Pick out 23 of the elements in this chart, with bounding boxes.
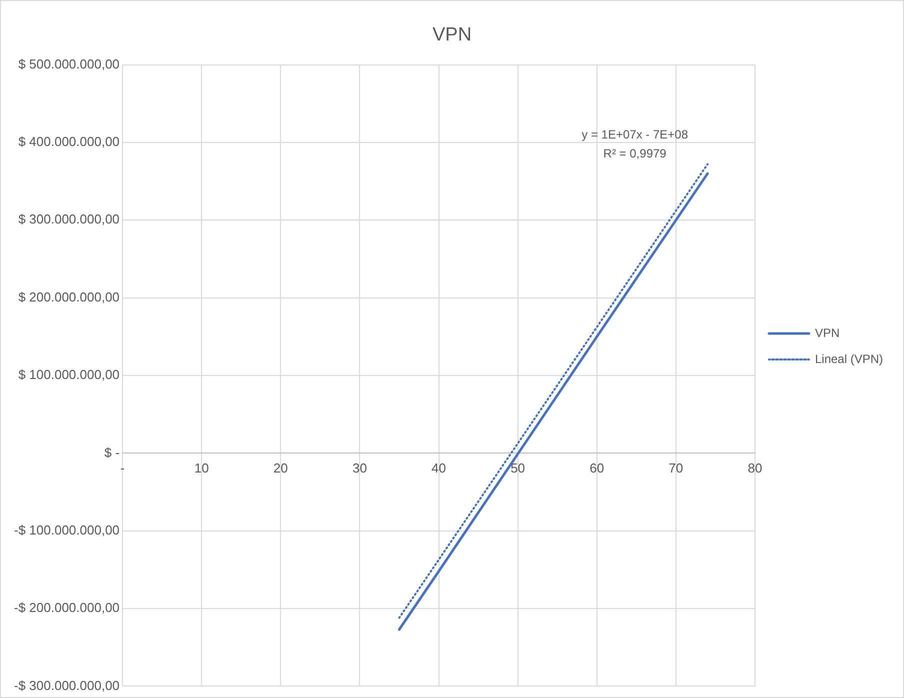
- x-tick-label: 10: [194, 460, 209, 476]
- legend-label: Lineal (VPN): [814, 352, 884, 366]
- x-tick-label: 70: [668, 460, 684, 476]
- x-tick-label: 60: [590, 460, 604, 476]
- x-tick-label: 80: [748, 460, 762, 476]
- y-tick-label: -$ 300.000.000,00: [14, 678, 120, 693]
- legend-label: VPN: [814, 326, 840, 340]
- y-tick-label: $ 200.000.000,00: [18, 289, 120, 304]
- y-tick-label: $ 100.000.000,00: [18, 367, 120, 382]
- x-tick-label: 50: [510, 460, 526, 476]
- annotation: R² = 0,9979: [603, 146, 667, 160]
- y-tick-label: $ 500.000.000,00: [18, 56, 120, 72]
- x-tick-label: 20: [273, 460, 288, 476]
- x-tick-label: 30: [352, 460, 367, 476]
- x-tick-label: -: [120, 460, 125, 476]
- annotation: y = 1E+07x - 7E+08: [582, 127, 688, 142]
- y-tick-label: -$ 100.000.000,00: [14, 522, 120, 538]
- chart-title: VPN: [432, 24, 472, 46]
- y-tick-label: $ -: [104, 444, 120, 460]
- x-tick-label: 40: [432, 460, 446, 476]
- y-tick-label: -$ 200.000.000,00: [14, 600, 120, 616]
- y-tick-label: $ 300.000.000,00: [18, 212, 120, 227]
- y-tick-label: $ 400.000.000,00: [18, 134, 120, 150]
